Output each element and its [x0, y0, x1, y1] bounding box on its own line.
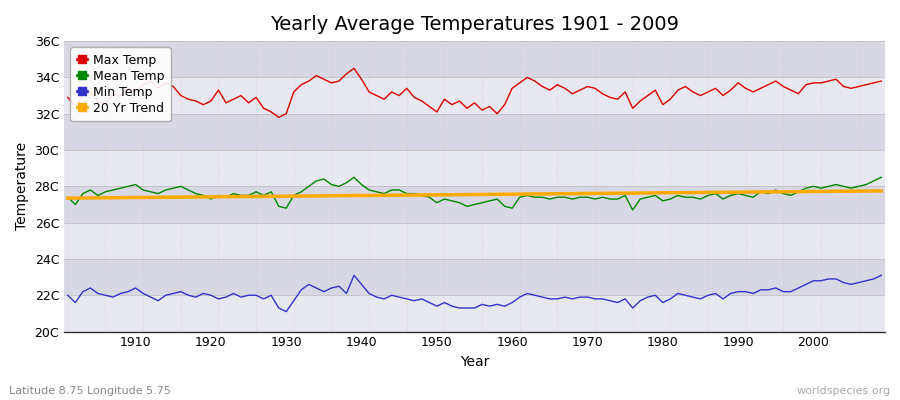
X-axis label: Year: Year: [460, 355, 490, 369]
Bar: [64, 223, 885, 259]
Bar: [64, 150, 885, 186]
Y-axis label: Temperature: Temperature: [15, 142, 29, 230]
Text: worldspecies.org: worldspecies.org: [796, 386, 891, 396]
Bar: [64, 114, 885, 150]
Bar: [64, 295, 885, 332]
Bar: [64, 186, 885, 223]
Bar: [64, 41, 885, 78]
Title: Yearly Average Temperatures 1901 - 2009: Yearly Average Temperatures 1901 - 2009: [270, 15, 679, 34]
Bar: [64, 78, 885, 114]
Bar: [64, 259, 885, 295]
Legend: Max Temp, Mean Temp, Min Temp, 20 Yr Trend: Max Temp, Mean Temp, Min Temp, 20 Yr Tre…: [70, 47, 170, 121]
Text: Latitude 8.75 Longitude 5.75: Latitude 8.75 Longitude 5.75: [9, 386, 171, 396]
